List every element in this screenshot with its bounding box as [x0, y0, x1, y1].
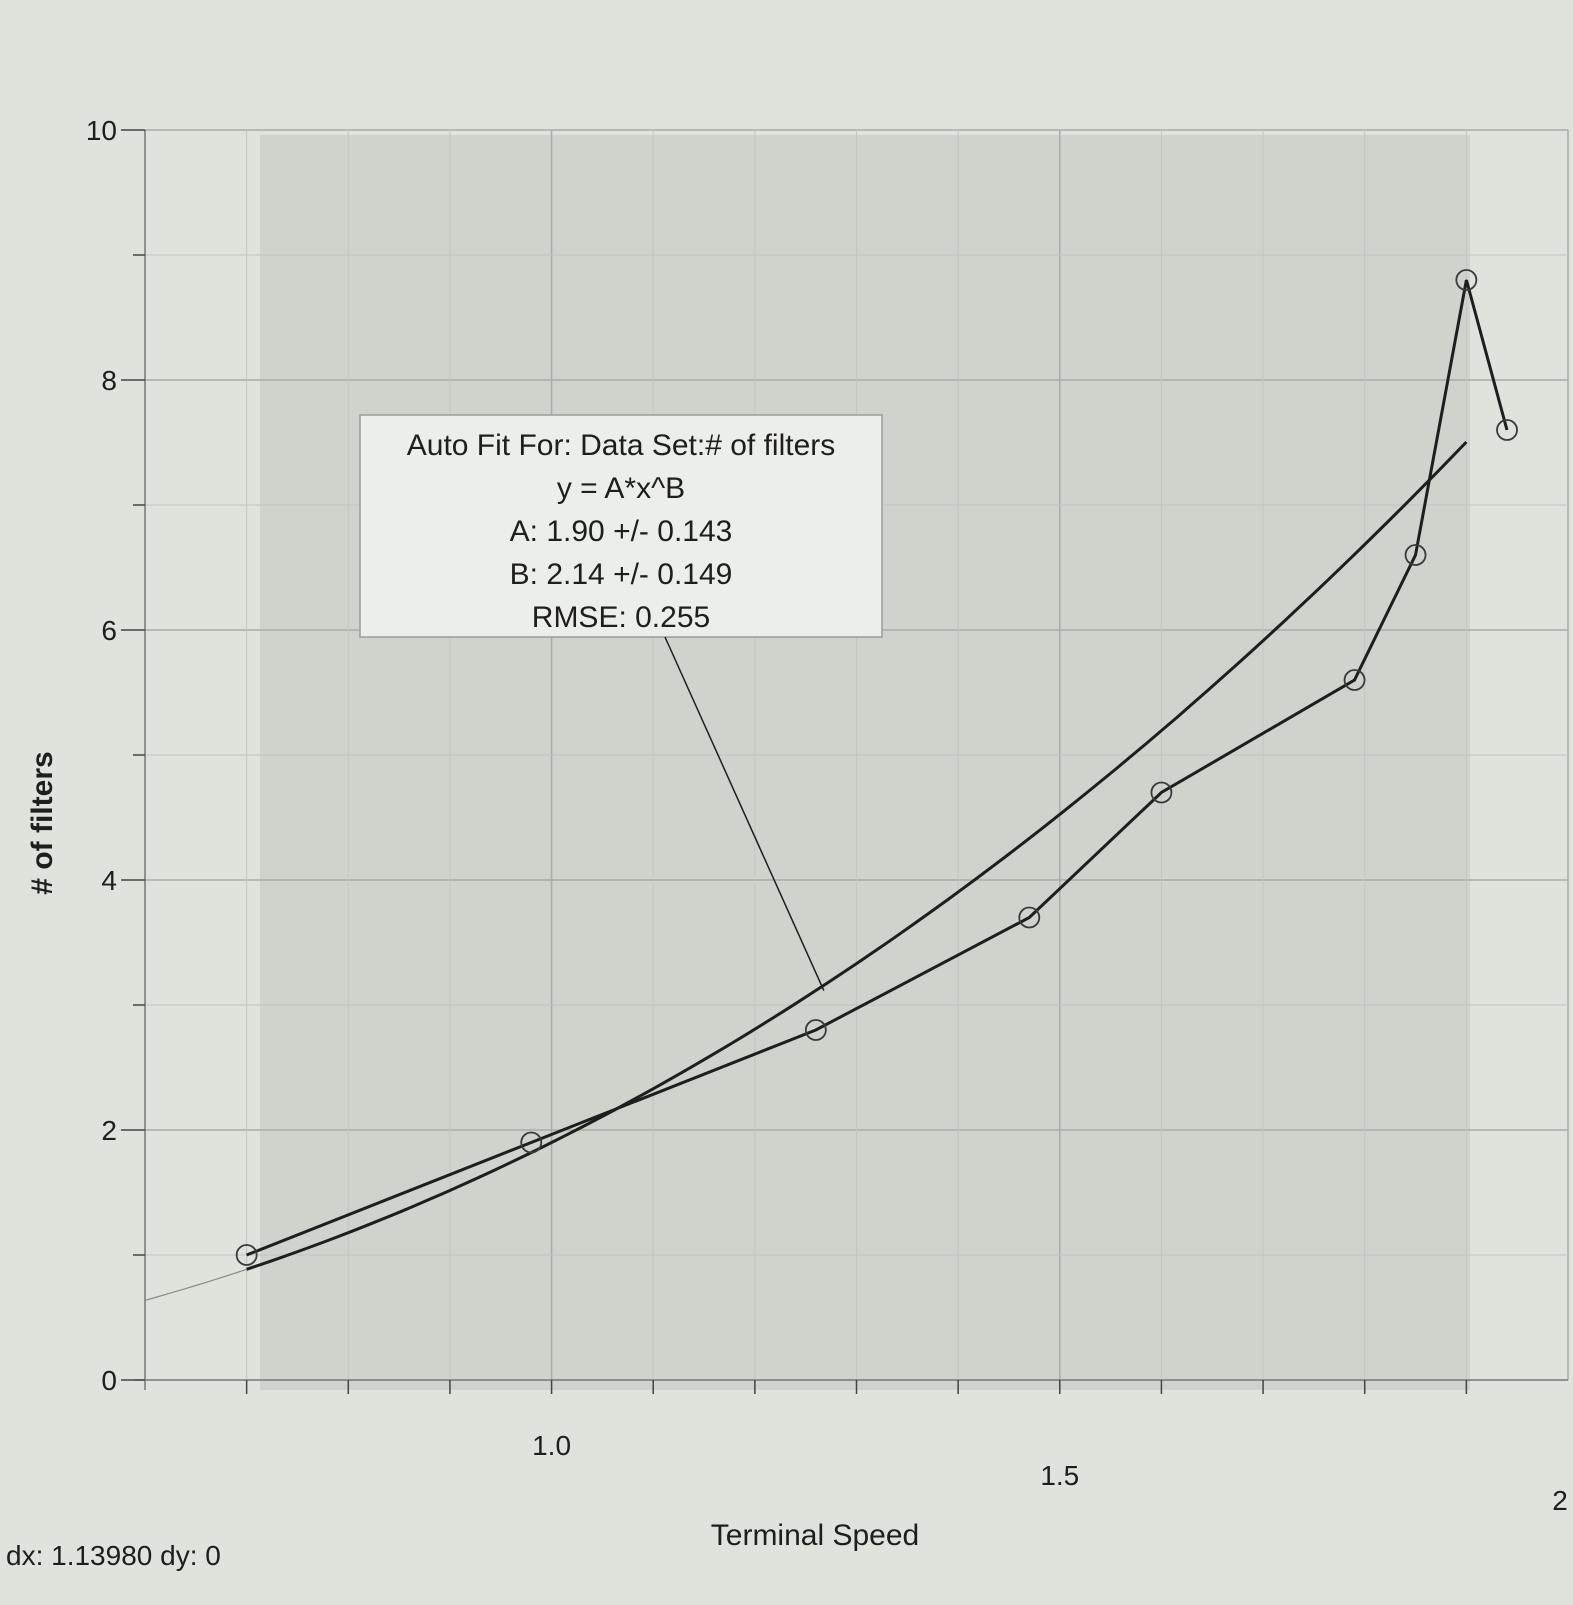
y-tick-label: 4 [101, 865, 117, 896]
fit-annotation-line: y = A*x^B [557, 472, 685, 505]
fit-annotation-line: Auto Fit For: Data Set:# of filters [407, 429, 836, 462]
data-point [520, 1131, 543, 1154]
data-line [246, 279, 1509, 1257]
axes [135, 130, 1568, 1390]
x-tick-label: 1.0 [532, 1430, 571, 1461]
fit-layer [144, 440, 1468, 1301]
y-tick-label: 10 [86, 115, 117, 146]
fit-annotation[interactable]: Auto Fit For: Data Set:# of filters y = A… [359, 414, 883, 991]
data-point [1343, 669, 1366, 691]
x-tick-label: 2 [1552, 1485, 1568, 1516]
fit-extrapolation [144, 1268, 247, 1301]
ticks: 0 2 4 6 8 10 1.0 1.5 2 [86, 115, 1568, 1516]
x-tick-label: 1.5 [1040, 1460, 1079, 1491]
data-point [1018, 906, 1041, 929]
x-axis-title: Terminal Speed [711, 1519, 919, 1552]
fit-annotation-line: B: 2.14 +/- 0.149 [510, 558, 733, 591]
y-axis-title: # of filters [26, 751, 59, 894]
fit-annotation-box [359, 414, 883, 638]
data-point [1404, 544, 1427, 566]
fit-annotation-leader [664, 636, 825, 991]
data-layer [235, 269, 1518, 1266]
y-tick-label: 8 [101, 365, 117, 396]
data-point [1455, 269, 1478, 291]
y-tick-label: 6 [101, 615, 117, 646]
fit-annotation-line: A: 1.90 +/- 0.143 [510, 515, 733, 548]
data-range-band [260, 135, 1470, 1390]
y-tick-label: 0 [101, 1365, 117, 1396]
fit-curve [246, 440, 1468, 1271]
fit-annotation-line: RMSE: 0.255 [532, 601, 710, 634]
data-point [1496, 419, 1518, 441]
data-point [804, 1019, 827, 1041]
y-tick-label: 2 [101, 1115, 117, 1146]
coordinate-readout: dx: 1.13980 dy: 0 [6, 1540, 221, 1571]
data-point [1150, 781, 1173, 804]
data-point [235, 1244, 258, 1266]
